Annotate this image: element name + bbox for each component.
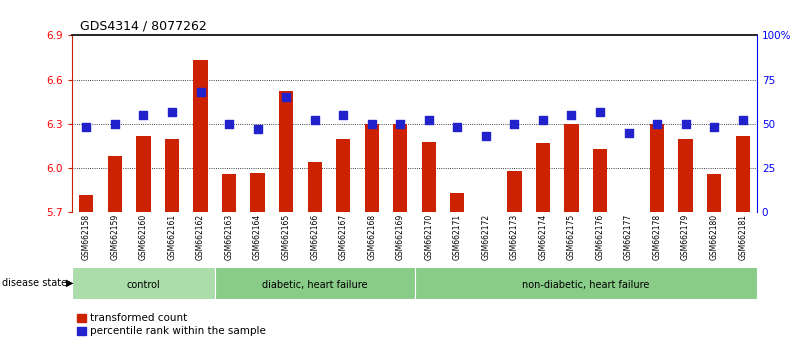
Bar [108,156,122,212]
Bar [279,91,293,212]
Point [394,121,407,127]
Legend: transformed count, percentile rank within the sample: transformed count, percentile rank withi… [78,313,266,336]
Bar [364,124,379,212]
Bar [79,195,94,212]
Text: diabetic, heart failure: diabetic, heart failure [262,280,368,290]
Text: ▶: ▶ [66,278,73,288]
Point [80,125,93,130]
Bar [650,124,664,212]
Point [166,109,179,114]
Bar [707,174,721,212]
Point [108,121,121,127]
Bar [421,142,436,212]
Text: non-diabetic, heart failure: non-diabetic, heart failure [522,280,650,290]
Bar [678,139,693,212]
Point [736,118,749,123]
Bar [136,136,151,212]
Text: GDS4314 / 8077262: GDS4314 / 8077262 [80,19,207,33]
Bar [415,267,757,299]
Point [308,118,321,123]
Bar [735,136,750,212]
Point [622,130,635,136]
Point [137,112,150,118]
Point [451,125,464,130]
Bar [450,193,465,212]
Point [708,125,721,130]
Bar [536,143,550,212]
Point [280,95,292,100]
Text: control: control [127,280,160,290]
Text: disease state: disease state [2,278,66,288]
Point [223,121,235,127]
Bar [222,174,236,212]
Point [537,118,549,123]
Point [252,126,264,132]
Bar [565,124,578,212]
Bar [251,173,264,212]
Point [336,112,349,118]
Point [565,112,578,118]
Bar [215,267,415,299]
Bar [336,139,350,212]
Point [508,121,521,127]
Bar [193,61,207,212]
Bar [308,162,322,212]
Point [422,118,435,123]
Point [594,109,606,114]
Point [365,121,378,127]
Bar [593,149,607,212]
Bar [72,267,215,299]
Point [480,133,493,139]
Point [650,121,663,127]
Bar [507,171,521,212]
Point [194,89,207,95]
Bar [165,139,179,212]
Point [679,121,692,127]
Bar [393,124,408,212]
